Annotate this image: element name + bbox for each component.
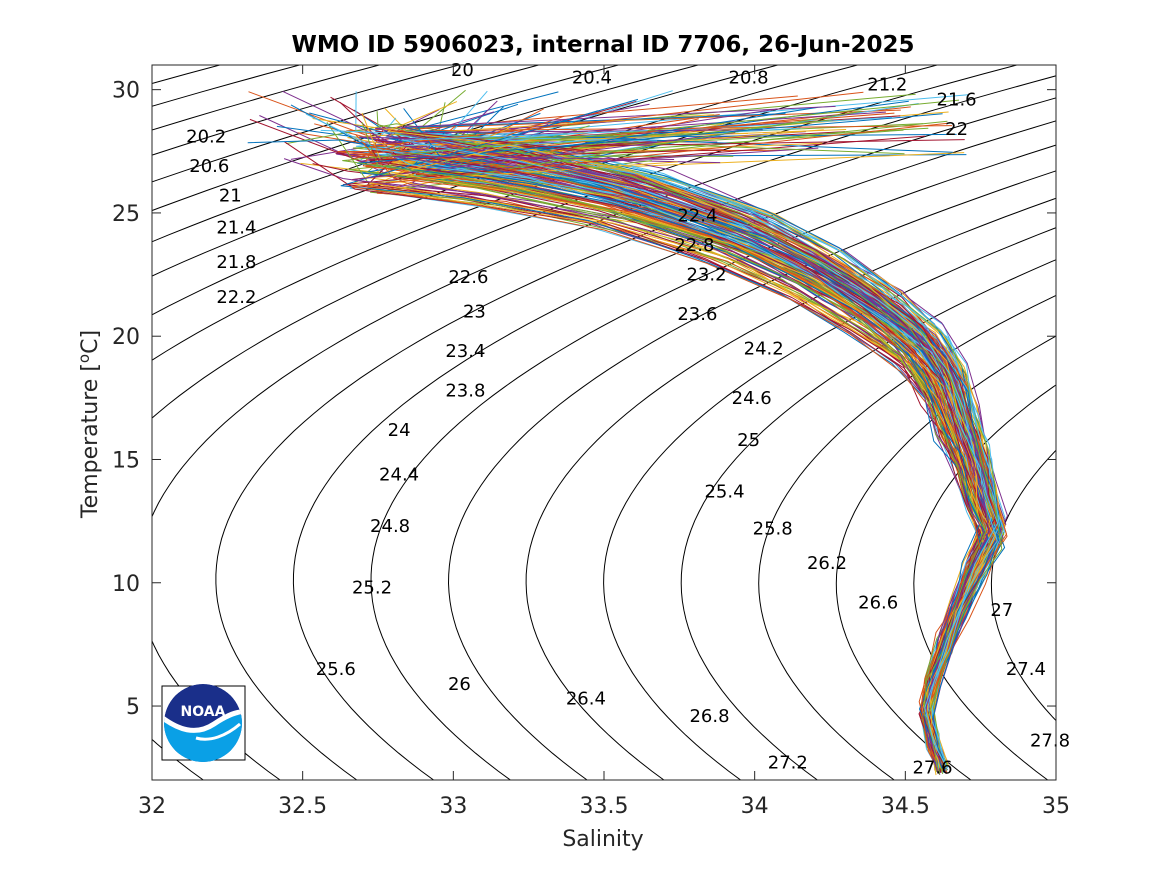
density-contour-28 bbox=[758, 294, 1056, 780]
y-axis-label: Temperature [oC] bbox=[75, 330, 103, 519]
contour-label-38: 27.2 bbox=[768, 753, 808, 774]
density-contour-20 bbox=[152, 75, 1056, 780]
chart-title: WMO ID 5906023, internal ID 7706, 26-Jun… bbox=[291, 32, 914, 58]
density-contour-26 bbox=[603, 227, 1056, 780]
contour-label-14: 23.2 bbox=[686, 265, 726, 286]
density-contour-22 bbox=[292, 120, 1056, 780]
contour-label-12: 22.4 bbox=[677, 205, 717, 226]
contour-label-1: 20.4 bbox=[572, 67, 612, 88]
profile-142 bbox=[369, 161, 985, 772]
profile-157 bbox=[390, 155, 990, 765]
profile-158 bbox=[342, 99, 987, 772]
x-tick-label-6: 35 bbox=[1042, 794, 1070, 819]
profile-144 bbox=[376, 111, 989, 767]
noaa-logo-text: NOAA bbox=[181, 704, 226, 720]
contour-label-32: 25.6 bbox=[316, 659, 356, 680]
profile-152 bbox=[305, 113, 998, 770]
density-contour-24 bbox=[447, 170, 1056, 780]
profile-151 bbox=[440, 110, 1003, 775]
x-tick-label-4: 34 bbox=[741, 794, 769, 819]
contour-label-9: 21.4 bbox=[216, 218, 256, 239]
y-axis-label-suffix: C] bbox=[78, 330, 103, 354]
profile-146 bbox=[387, 129, 997, 766]
x-tick-label-3: 33.5 bbox=[580, 794, 629, 819]
contour-label-0: 20 bbox=[451, 60, 474, 81]
contour-label-31: 27 bbox=[990, 600, 1013, 621]
x-axis-label: Salinity bbox=[562, 827, 643, 852]
contour-label-24: 24.4 bbox=[379, 464, 419, 485]
contour-label-37: 27.8 bbox=[1030, 731, 1070, 752]
contour-label-7: 20.6 bbox=[189, 156, 229, 177]
contour-label-27: 25.8 bbox=[753, 519, 793, 540]
contour-label-35: 26.4 bbox=[566, 689, 606, 710]
contour-label-8: 21 bbox=[219, 186, 242, 207]
x-tick-label-2: 33 bbox=[439, 794, 467, 819]
contour-label-6: 20.2 bbox=[186, 127, 226, 148]
density-contour-27 bbox=[680, 259, 1056, 780]
profile-159 bbox=[402, 130, 999, 764]
contour-label-17: 23 bbox=[463, 302, 486, 323]
contour-label-15: 23.6 bbox=[677, 304, 717, 325]
y-tick-label-3: 20 bbox=[112, 325, 140, 350]
density-contour-14 bbox=[152, 65, 619, 212]
contour-label-36: 26.8 bbox=[689, 706, 729, 727]
contour-label-5: 22 bbox=[945, 119, 968, 140]
profile-148 bbox=[351, 122, 981, 772]
density-contour-23 bbox=[370, 144, 1056, 780]
contour-label-26: 24.8 bbox=[370, 516, 410, 537]
density-contour-15 bbox=[152, 65, 699, 243]
y-tick-label-4: 25 bbox=[112, 202, 140, 227]
contour-label-21: 24.2 bbox=[744, 339, 784, 360]
contour-label-25: 25.4 bbox=[704, 482, 744, 503]
contour-label-2: 20.8 bbox=[729, 67, 769, 88]
y-tick-label-0: 5 bbox=[126, 695, 140, 720]
contour-label-33: 27.4 bbox=[1006, 659, 1046, 680]
contour-label-29: 25.2 bbox=[352, 578, 392, 599]
y-axis-label-main: Temperature [ bbox=[78, 363, 103, 519]
contour-label-4: 21.6 bbox=[937, 90, 977, 111]
y-tick-label-5: 30 bbox=[112, 79, 140, 104]
contour-label-18: 23.4 bbox=[445, 341, 485, 362]
density-contour-25 bbox=[525, 197, 1056, 780]
y-tick-label-2: 15 bbox=[112, 448, 140, 473]
profile-149 bbox=[387, 101, 992, 767]
profile-156 bbox=[394, 144, 997, 769]
contour-label-34: 26 bbox=[448, 674, 471, 695]
contour-label-23: 25 bbox=[737, 430, 760, 451]
density-contour-21 bbox=[215, 97, 1056, 780]
contour-label-11: 22.2 bbox=[216, 287, 256, 308]
profile-154 bbox=[356, 113, 989, 769]
x-tick-label-1: 32.5 bbox=[278, 794, 327, 819]
profile-155 bbox=[369, 91, 988, 765]
profile-140 bbox=[403, 108, 1001, 766]
contour-label-22: 24.6 bbox=[732, 388, 772, 409]
y-axis-label-sup: o bbox=[75, 354, 93, 363]
density-contour-31 bbox=[990, 449, 1056, 722]
contour-label-30: 26.6 bbox=[858, 593, 898, 614]
contour-label-3: 21.2 bbox=[867, 75, 907, 96]
y-tick-label-1: 10 bbox=[112, 572, 140, 597]
contour-label-19: 23.8 bbox=[445, 380, 485, 401]
float-profiles bbox=[247, 89, 1008, 776]
density-contour-29 bbox=[835, 335, 1056, 780]
contour-label-28: 26.2 bbox=[807, 553, 847, 574]
x-tick-label-0: 32 bbox=[138, 794, 166, 819]
contour-label-16: 22.6 bbox=[448, 267, 488, 288]
contour-label-10: 21.8 bbox=[216, 252, 256, 273]
axis-ticks: 32 32.5 33 33.5 34 34.5 35 5 10 15 20 25 30 bbox=[112, 65, 1070, 819]
contour-label-20: 24 bbox=[388, 420, 411, 441]
contour-label-39: 27.6 bbox=[912, 758, 952, 779]
x-tick-label-5: 34.5 bbox=[881, 794, 930, 819]
noaa-logo: NOAA bbox=[161, 684, 246, 762]
contour-label-13: 22.8 bbox=[674, 235, 714, 256]
